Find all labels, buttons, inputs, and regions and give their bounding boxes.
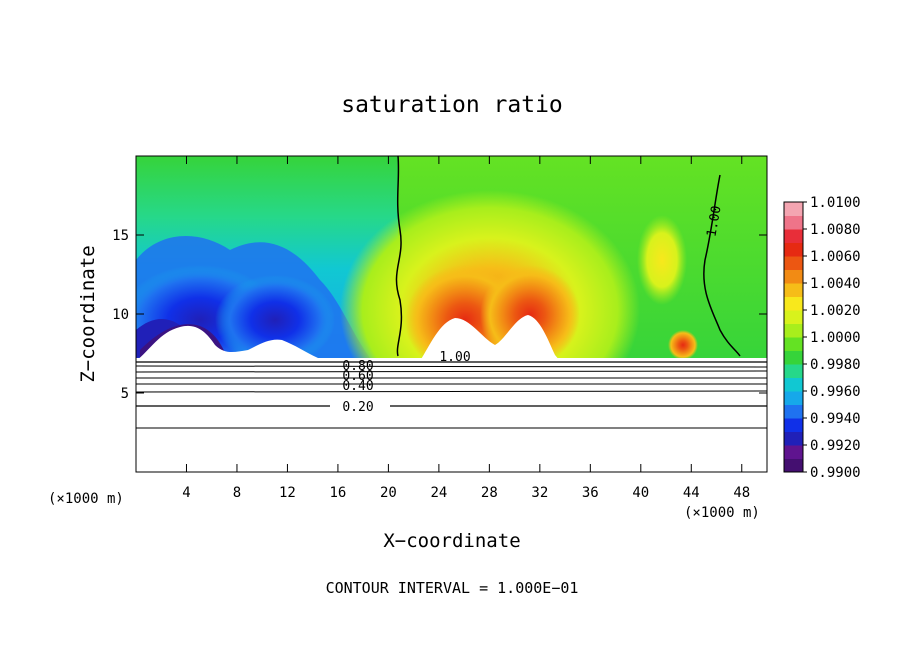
- x-axis: 4 8 12 16 20 24 28 32 36 40 44 48: [182, 156, 750, 501]
- y-tick-label: 10: [112, 307, 129, 323]
- colorbar-label: 1.0000: [810, 330, 861, 346]
- colorbar-swatch: [784, 418, 803, 432]
- x-tick-label: 44: [683, 485, 700, 501]
- contour-label-5: 0.40: [342, 379, 373, 394]
- saturation-field: [136, 156, 767, 472]
- contour-label-1: 1.00: [704, 205, 724, 238]
- colorbar-swatch: [784, 350, 803, 365]
- colorbar-label: 0.9940: [810, 411, 861, 427]
- colorbar-swatch: [784, 215, 803, 230]
- colorbar-label: 1.0100: [810, 195, 861, 211]
- x-tick-label: 48: [733, 485, 750, 501]
- colorbar-swatch: [784, 310, 803, 324]
- colorbar-label: 0.9960: [810, 384, 861, 400]
- y-tick-label: 5: [121, 386, 129, 402]
- x-tick-label: 4: [182, 485, 190, 501]
- x-tick-label: 12: [279, 485, 296, 501]
- colorbar-label: 1.0020: [810, 303, 861, 319]
- colorbar-swatch: [784, 229, 803, 243]
- colorbar-swatch: [784, 364, 803, 378]
- colorbar-swatch: [784, 391, 803, 405]
- x-tick-label: 36: [582, 485, 599, 501]
- colorbar-swatch: [784, 377, 803, 392]
- y-axis: 5 10 15: [112, 228, 767, 402]
- colorbar-label: 1.0060: [810, 249, 861, 265]
- colorbar-swatch: [784, 404, 803, 419]
- colorbar-label: 0.9920: [810, 438, 861, 454]
- x-tick-label: 28: [481, 485, 498, 501]
- x-tick-label: 8: [233, 485, 241, 501]
- x-axis-label: X−coordinate: [383, 530, 520, 552]
- x-tick-label: 16: [329, 485, 346, 501]
- contour-label-3: 0.80: [342, 359, 373, 374]
- x-unit-right: (×1000 m): [684, 505, 760, 521]
- colorbar-swatch: [784, 337, 803, 351]
- x-tick-label: 32: [531, 485, 548, 501]
- colorbar-swatch: [784, 323, 803, 338]
- contour-label-4: 0.60: [342, 369, 373, 384]
- x-unit-left: (×1000 m): [48, 491, 124, 507]
- colorbar-label: 0.9980: [810, 357, 861, 373]
- colorbar-label: 1.0080: [810, 222, 861, 238]
- x-tick-label: 20: [380, 485, 397, 501]
- colorbar-swatch: [784, 296, 803, 311]
- colorbar-swatch: [784, 445, 803, 459]
- colorbar-swatch: [784, 269, 803, 284]
- colorbar-label: 1.0040: [810, 276, 861, 292]
- colorbar-swatch: [784, 431, 803, 446]
- colorbar-swatch: [784, 458, 803, 473]
- colorbar-label: 0.9900: [810, 465, 861, 481]
- contour-label-6: 0.20: [342, 400, 373, 415]
- colorbar-swatch: [784, 283, 803, 297]
- y-tick-label: 15: [112, 228, 129, 244]
- contour-interval-note: CONTOUR INTERVAL = 1.000E−01: [326, 579, 579, 597]
- colorbar-swatch: [784, 242, 803, 257]
- colorbar: 1.0100 1.0080 1.0060 1.0040 1.0020 1.0000 0.99…: [783, 195, 861, 481]
- x-tick-label: 40: [632, 485, 649, 501]
- contour-label-2: 1.00: [439, 350, 470, 365]
- x-tick-label: 24: [430, 485, 447, 501]
- y-axis-label: Z−coordinate: [77, 245, 99, 382]
- colorbar-swatch: [784, 202, 803, 216]
- colorbar-swatch: [784, 256, 803, 270]
- chart-title: saturation ratio: [341, 92, 563, 118]
